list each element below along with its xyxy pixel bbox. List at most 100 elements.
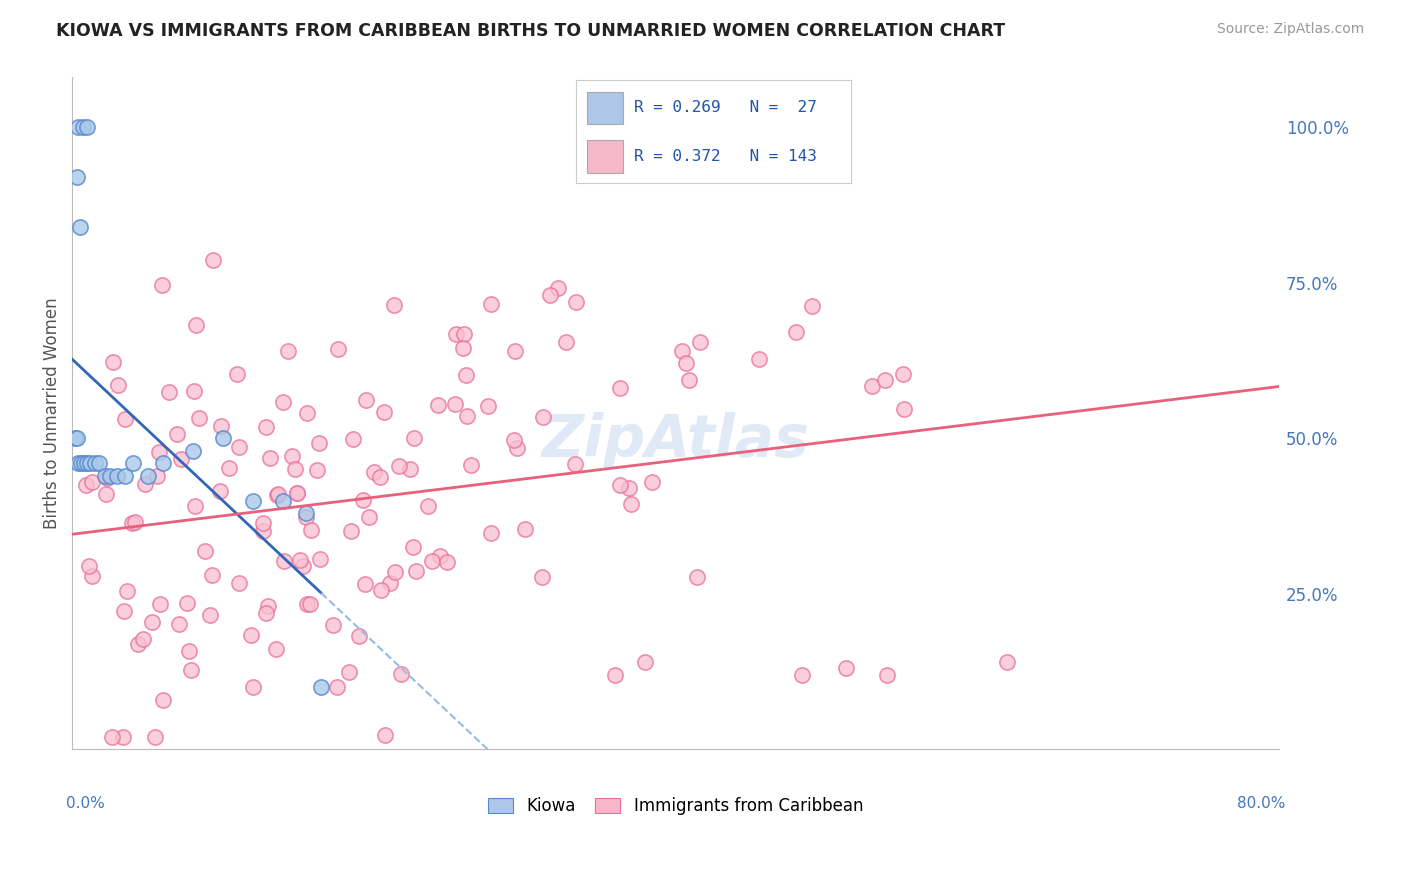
Point <box>254 419 277 434</box>
Text: Source: ZipAtlas.com: Source: ZipAtlas.com <box>1216 22 1364 37</box>
Point <box>565 295 588 310</box>
Point <box>112 604 135 618</box>
Point <box>180 663 202 677</box>
Point <box>150 277 173 292</box>
Point <box>347 629 370 643</box>
Point <box>252 516 274 531</box>
Point <box>76 456 98 470</box>
Point <box>617 482 640 496</box>
Point <box>240 628 263 642</box>
Point <box>352 493 374 508</box>
Point <box>170 451 193 466</box>
Point <box>513 522 536 536</box>
Point <box>194 543 217 558</box>
Point <box>308 436 330 450</box>
Point <box>299 597 322 611</box>
Point <box>834 661 856 675</box>
Point <box>477 399 499 413</box>
Point <box>82 475 104 489</box>
Point <box>641 475 664 489</box>
Point <box>505 442 527 456</box>
Point <box>339 665 361 679</box>
Text: ZipAtlas: ZipAtlas <box>541 412 810 469</box>
Point <box>146 468 169 483</box>
Point <box>295 510 318 524</box>
Point <box>72 120 94 135</box>
Point <box>384 565 406 579</box>
Point <box>114 412 136 426</box>
Point <box>80 568 103 582</box>
Point <box>267 487 290 501</box>
Point <box>460 458 482 473</box>
Point <box>389 667 412 681</box>
Point <box>380 576 402 591</box>
Point <box>242 493 264 508</box>
Point <box>157 385 180 400</box>
Point <box>149 598 172 612</box>
Point <box>479 296 502 310</box>
Point <box>876 667 898 681</box>
Point <box>218 460 240 475</box>
Point <box>547 281 569 295</box>
Point <box>479 525 502 540</box>
Point <box>271 395 294 409</box>
Point <box>181 443 204 458</box>
Point <box>354 577 377 591</box>
Point <box>281 449 304 463</box>
Point <box>70 456 93 470</box>
Point <box>266 488 288 502</box>
Point <box>686 569 709 583</box>
Point <box>67 120 90 135</box>
Point <box>183 499 205 513</box>
Point <box>134 477 156 491</box>
Point <box>176 596 198 610</box>
Point <box>891 367 914 381</box>
Point <box>295 506 318 520</box>
Point <box>339 524 361 538</box>
Point <box>121 456 143 470</box>
Point <box>295 406 318 420</box>
Point <box>96 471 118 485</box>
Point <box>326 342 349 356</box>
Point <box>121 516 143 530</box>
Point <box>73 456 96 470</box>
Point <box>67 456 90 470</box>
Point <box>382 298 405 312</box>
Point <box>422 554 444 568</box>
Point <box>76 120 98 135</box>
Point <box>209 484 232 499</box>
Point <box>297 598 319 612</box>
Point <box>201 568 224 582</box>
Point <box>893 401 915 416</box>
Point <box>444 326 467 341</box>
Point <box>405 564 427 578</box>
Point <box>451 341 474 355</box>
Point <box>152 456 174 470</box>
Point <box>89 456 111 470</box>
Point <box>404 431 426 445</box>
Point <box>259 451 281 466</box>
Point <box>538 287 561 301</box>
Point <box>228 441 250 455</box>
Point <box>309 680 332 694</box>
Point <box>107 468 129 483</box>
Point <box>531 410 554 425</box>
Point <box>873 373 896 387</box>
Point <box>273 554 295 568</box>
Point <box>254 606 277 620</box>
Text: 80.0%: 80.0% <box>1236 797 1285 812</box>
Point <box>785 325 807 339</box>
Point <box>354 393 377 408</box>
Point <box>427 398 450 412</box>
Point <box>285 486 308 500</box>
Point <box>115 584 138 599</box>
Point <box>443 397 465 411</box>
Point <box>456 368 478 383</box>
Point <box>209 418 232 433</box>
Point <box>416 499 439 513</box>
Point <box>370 583 392 598</box>
Text: 0.0%: 0.0% <box>66 797 105 812</box>
Point <box>127 637 149 651</box>
Point <box>114 468 136 483</box>
Point <box>689 335 711 350</box>
